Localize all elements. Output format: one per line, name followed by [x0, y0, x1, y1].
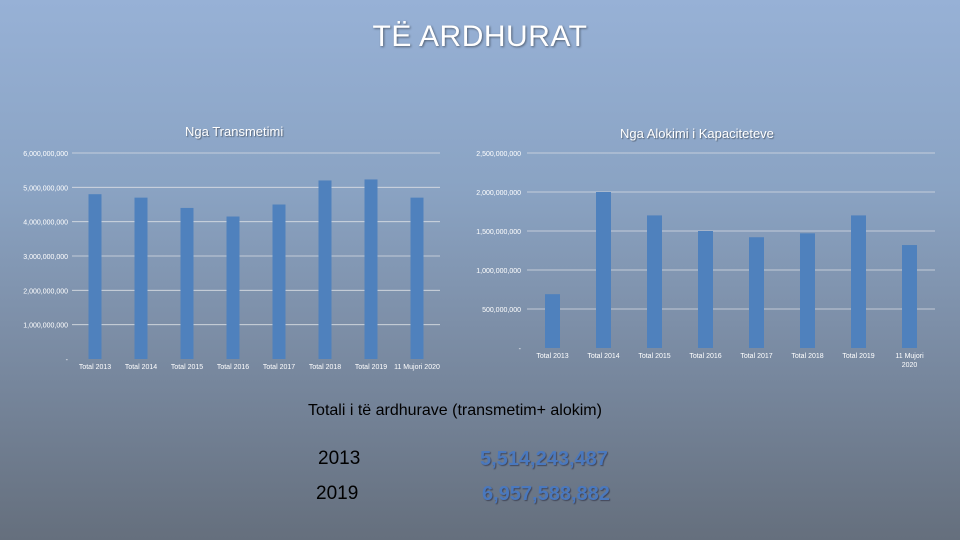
x-tick-label: Total 2017 [263, 364, 295, 371]
bar [647, 215, 662, 348]
page-title: TË ARDHURAT [372, 20, 588, 53]
x-tick-label: 11 Mujori [895, 353, 924, 360]
x-tick-label: Total 2016 [217, 364, 249, 371]
bar [545, 294, 560, 348]
bar [698, 231, 713, 348]
x-tick-label: Total 2014 [125, 364, 157, 371]
bar-chart-alokimi: - 500,000,000 1,000,000,000 1,500,000,000 2,… [476, 151, 935, 369]
bar [410, 197, 424, 359]
y-tick-label: 6,000,000,000 [23, 151, 68, 158]
y-tick-label: - [66, 357, 69, 364]
bar [800, 233, 815, 348]
bar [88, 194, 102, 359]
totals-value-2013: 5,514,243,487 [480, 448, 608, 470]
bar [851, 215, 866, 348]
y-tick-label: 4,000,000,000 [23, 220, 68, 227]
bar [318, 180, 332, 359]
bar [902, 245, 917, 348]
totals-year-2019: 2019 [316, 483, 359, 504]
y-tick-label: - [519, 346, 522, 353]
totals-heading: Totali i të ardhurave (transmetim+ aloki… [308, 402, 602, 419]
x-tick-label: Total 2014 [587, 353, 619, 360]
bar [749, 237, 764, 348]
x-tick-label: Total 2018 [791, 353, 823, 360]
x-tick-label: Total 2017 [740, 353, 772, 360]
bar [226, 216, 240, 359]
bar [272, 204, 286, 359]
x-tick-label: Total 2015 [171, 364, 203, 371]
y-tick-label: 2,500,000,000 [476, 151, 521, 158]
bar [596, 192, 611, 348]
y-tick-label: 1,000,000,000 [476, 268, 521, 275]
chart-title-transmetimi: Nga Transmetimi [185, 124, 284, 139]
chart-title-alokimi: Nga Alokimi i Kapaciteteve [620, 126, 774, 141]
x-tick-label: Total 2019 [842, 353, 874, 360]
bar [134, 197, 148, 359]
y-tick-label: 5,000,000,000 [23, 185, 68, 192]
x-tick-label: Total 2016 [689, 353, 721, 360]
bar-chart-transmetimi: - 1,000,000,000 2,000,000,000 3,000,000,000… [23, 151, 440, 371]
x-tick-label: 2020 [902, 362, 918, 369]
bar [180, 207, 194, 359]
x-tick-label: 11 Mujori 2020 [394, 364, 440, 371]
x-tick-label: Total 2013 [79, 364, 111, 371]
x-tick-label: Total 2018 [309, 364, 341, 371]
y-tick-label: 3,000,000,000 [23, 254, 68, 261]
bar [364, 179, 378, 359]
totals-year-2013: 2013 [318, 448, 361, 469]
y-tick-label: 1,500,000,000 [476, 229, 521, 236]
y-tick-label: 1,000,000,000 [23, 323, 68, 330]
y-tick-label: 2,000,000,000 [23, 288, 68, 295]
x-tick-label: Total 2019 [355, 364, 387, 371]
x-tick-label: Total 2015 [638, 353, 670, 360]
y-tick-label: 2,000,000,000 [476, 190, 521, 197]
y-tick-label: 500,000,000 [482, 307, 521, 314]
x-tick-label: Total 2013 [536, 353, 568, 360]
totals-value-2019: 6,957,588,882 [482, 483, 610, 505]
